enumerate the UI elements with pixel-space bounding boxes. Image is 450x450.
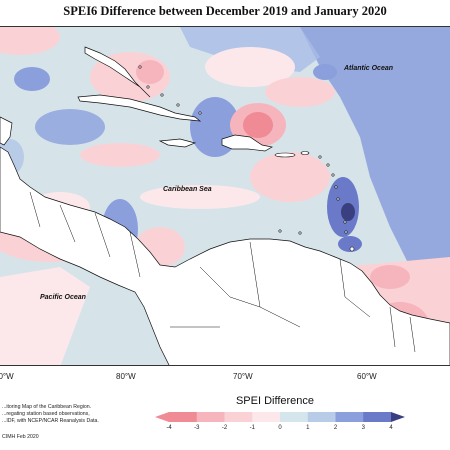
pacific-ocean-label: Pacific Ocean [40, 294, 86, 301]
caribbean-sea-label: Caribbean Sea [163, 186, 212, 193]
legend-tick-label: -2 [221, 425, 228, 431]
longitude-tick: 90°W [0, 372, 14, 381]
legend-swatch [169, 412, 198, 422]
credit-line: ...itoring Map of the Caribbean Region. [2, 404, 92, 410]
legend-tick-label: 0 [278, 425, 282, 431]
legend-tick-label: -1 [249, 425, 255, 431]
credit-line: ...IDF, with NCEP/NCAR Reanalysis Data. [2, 418, 99, 424]
atlantic-ocean-label: Atlantic Ocean [343, 65, 393, 72]
legend-arrow-right [391, 412, 405, 422]
legend-swatch [252, 412, 281, 422]
land-areas [0, 46, 450, 365]
map-title: SPEI6 Difference between December 2019 a… [63, 4, 387, 18]
country-borders [29, 191, 416, 353]
legend-arrow-left [155, 412, 169, 422]
legend-tick-label: 1 [306, 425, 310, 431]
legend-swatch [307, 412, 336, 422]
legend-swatch [280, 412, 309, 422]
legend-tick-label: 3 [361, 425, 365, 431]
longitude-tick: 60°W [357, 372, 377, 381]
legend-tick-label: -4 [166, 425, 172, 431]
footer-text: CIMH Feb 2020 [2, 434, 39, 440]
legend-colorbar [155, 412, 405, 422]
legend-swatch [363, 412, 392, 422]
legend-tick-label: 2 [333, 425, 338, 431]
legend-tick-label: -3 [194, 425, 200, 431]
legend-swatch [224, 412, 253, 422]
longitude-tick: 70°W [233, 372, 253, 381]
legend-swatch [196, 412, 225, 422]
map-panel: Atlantic Ocean Caribbean Sea Pacific Oce… [0, 26, 450, 366]
credit-line: ...regating station based observations, [2, 411, 90, 417]
credits-text: ...itoring Map of the Caribbean Region. … [2, 404, 122, 425]
legend-tick-label: 4 [389, 425, 393, 431]
legend-title: SPEI Difference [235, 395, 315, 407]
spei-map: Atlantic Ocean Caribbean Sea Pacific Oce… [0, 27, 450, 365]
longitude-tick: 80°W [116, 372, 136, 381]
legend-swatch [335, 412, 364, 422]
island-markers [138, 65, 355, 252]
